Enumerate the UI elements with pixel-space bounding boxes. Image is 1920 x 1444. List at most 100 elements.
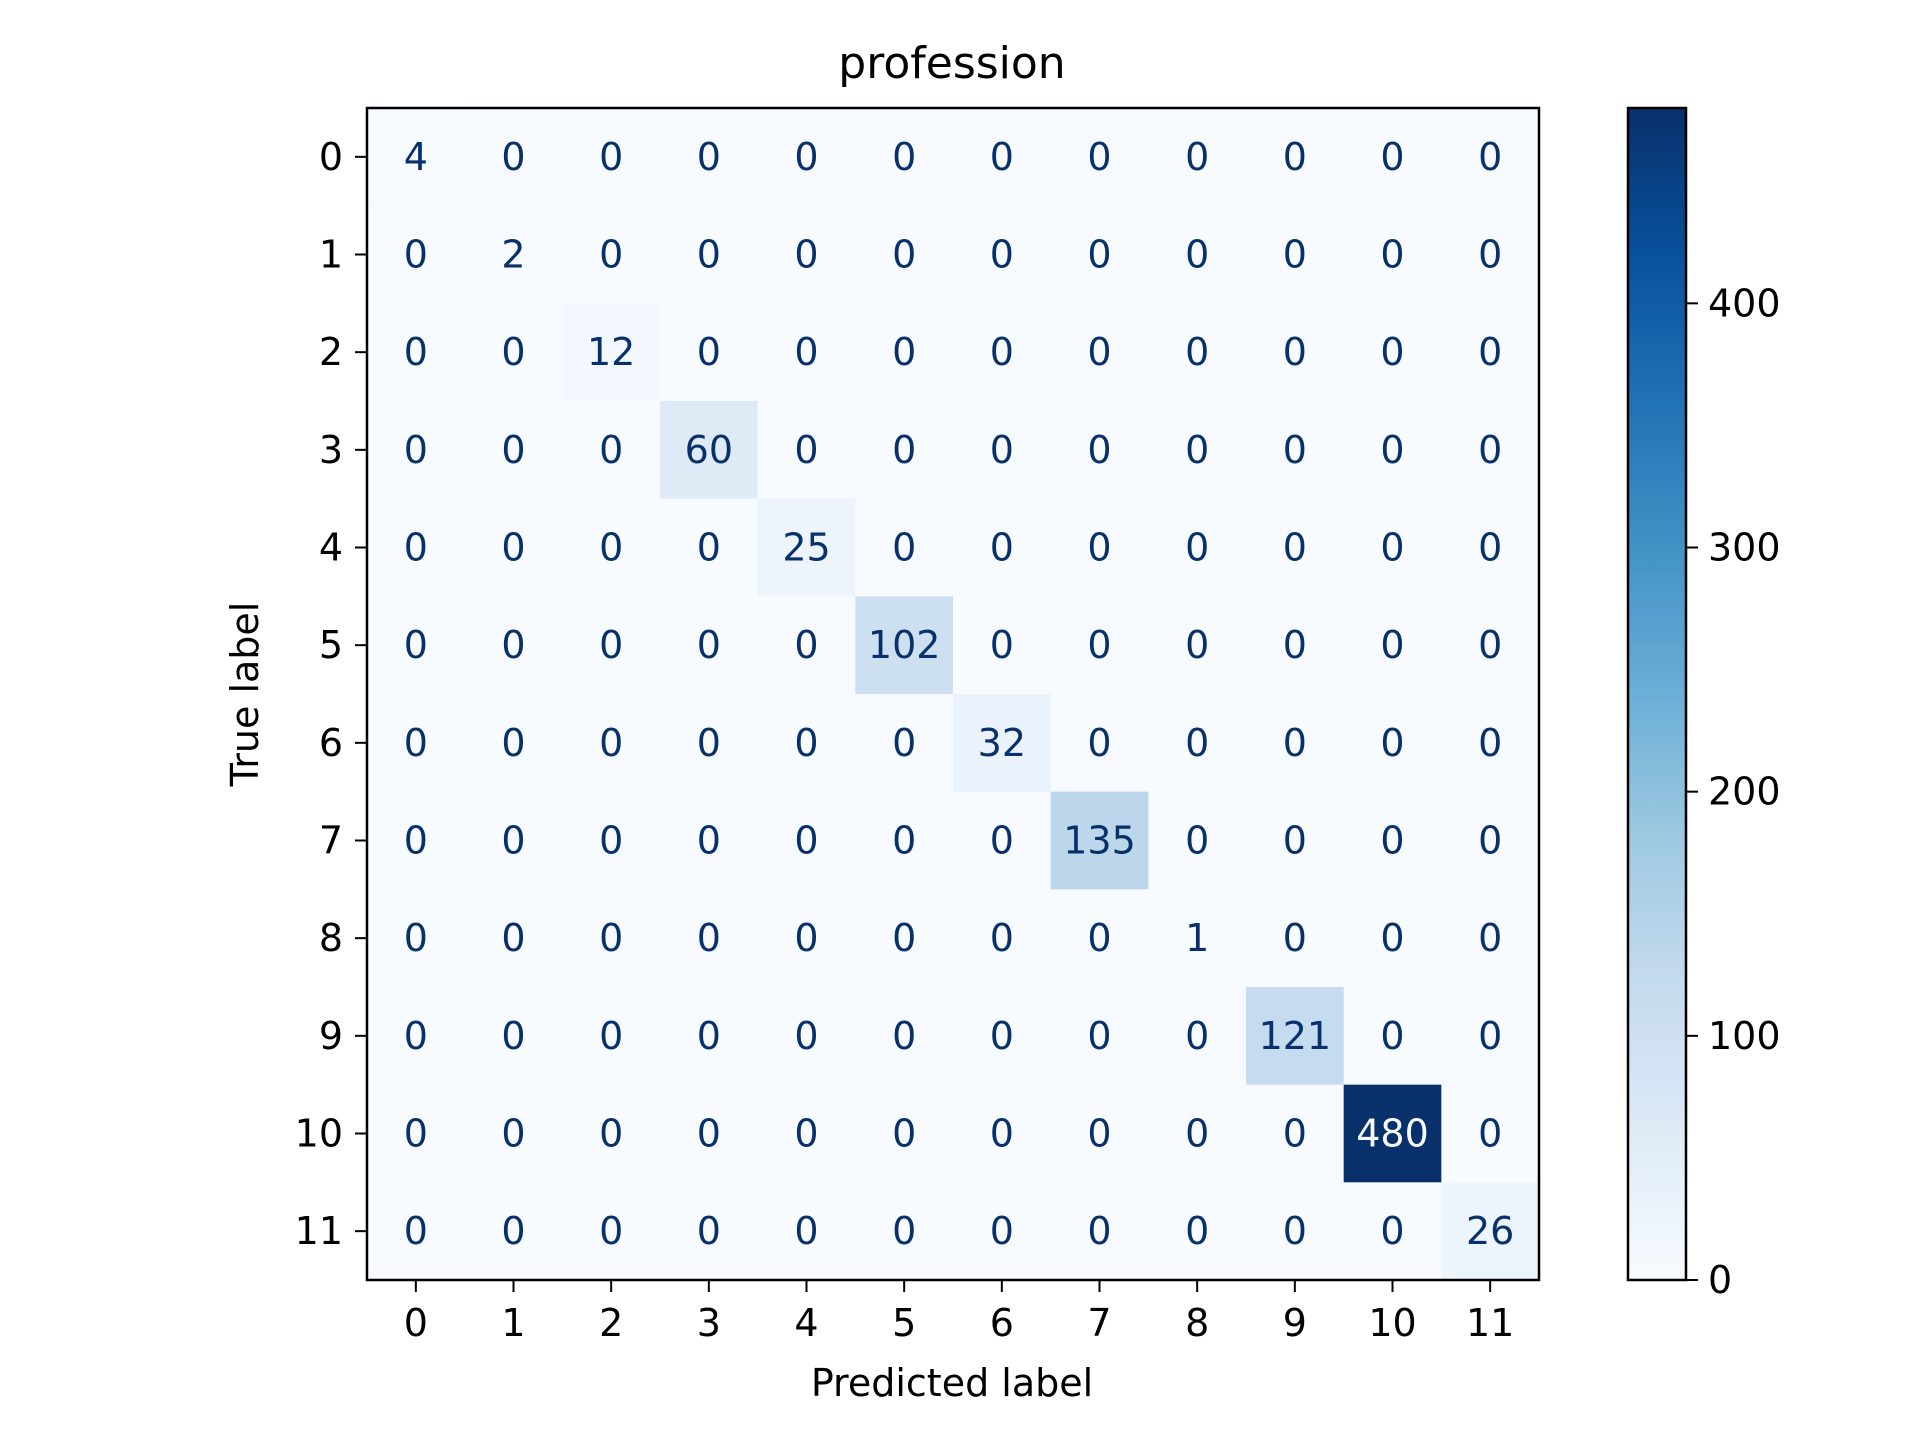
cell-value-label: 0 [892, 330, 916, 374]
y-axis-label: True label [223, 602, 267, 788]
matrix-cell [464, 401, 563, 500]
y-tick-label: 5 [319, 623, 343, 667]
matrix-cell [1050, 1182, 1149, 1281]
matrix-cell [367, 889, 466, 988]
cell-value-label: 0 [794, 1112, 818, 1156]
cell-value-label: 0 [599, 623, 623, 667]
cell-value-label: 0 [1283, 1112, 1307, 1156]
matrix-cell [1050, 1084, 1149, 1183]
plot-frame [365, 106, 1541, 1282]
cell-value-label: 0 [892, 819, 916, 863]
matrix-cell [464, 694, 563, 793]
matrix-cell [1050, 791, 1149, 890]
colorbar-tick-label: 400 [1708, 281, 1781, 325]
matrix-cell [1343, 1182, 1442, 1281]
matrix-cell [855, 596, 954, 695]
cell-value-label: 2 [501, 233, 525, 277]
x-tick-label: 0 [404, 1301, 428, 1345]
cell-value-label: 121 [1259, 1014, 1332, 1058]
matrix-cell [660, 596, 759, 695]
x-tick-label: 1 [501, 1301, 525, 1345]
cell-value-label: 0 [501, 916, 525, 960]
cell-value-label: 0 [697, 721, 721, 765]
matrix-cell [953, 205, 1052, 304]
cell-value-label: 0 [404, 623, 428, 667]
cell-value-label: 0 [1087, 1014, 1111, 1058]
matrix-cell [1148, 401, 1247, 500]
matrix-cell [855, 889, 954, 988]
cell-value-label: 0 [697, 819, 721, 863]
cell-value-label: 0 [990, 135, 1014, 179]
cell-value-label: 0 [501, 428, 525, 472]
cell-value-label: 0 [794, 721, 818, 765]
cell-value-label: 0 [1380, 1209, 1404, 1253]
cell-value-label: 0 [794, 916, 818, 960]
matrix-cell [1343, 108, 1442, 207]
cell-value-label: 0 [794, 819, 818, 863]
cell-value-label: 0 [1185, 330, 1209, 374]
cell-value-label: 60 [685, 428, 733, 472]
cell-value-label: 0 [990, 1112, 1014, 1156]
matrix-cell [562, 791, 661, 890]
matrix-cell [757, 303, 856, 402]
cell-value-label: 0 [404, 330, 428, 374]
matrix-cell [562, 1182, 661, 1281]
x-tick-label: 11 [1466, 1301, 1514, 1345]
matrix-cell [757, 694, 856, 793]
cell-value-label: 0 [1185, 135, 1209, 179]
x-tick-label: 4 [794, 1301, 818, 1345]
x-tick-label: 5 [892, 1301, 916, 1345]
cell-value-label: 0 [599, 1209, 623, 1253]
cell-value-label: 0 [794, 233, 818, 277]
cell-value-label: 0 [1478, 916, 1502, 960]
cell-value-label: 0 [599, 135, 623, 179]
cell-value-label: 0 [990, 233, 1014, 277]
matrix-cell [1246, 791, 1345, 890]
cell-value-label: 0 [990, 819, 1014, 863]
matrix-cell [562, 889, 661, 988]
matrix-cell [367, 987, 466, 1086]
cell-value-label: 0 [794, 135, 818, 179]
cell-value-label: 0 [1087, 1209, 1111, 1253]
matrix-cell [855, 205, 954, 304]
matrix-cell [855, 987, 954, 1086]
cell-value-label: 26 [1466, 1209, 1514, 1253]
matrix-cell [367, 1084, 466, 1183]
matrix-cell [464, 791, 563, 890]
cell-value-label: 0 [1087, 721, 1111, 765]
matrix-cell [1246, 1182, 1345, 1281]
matrix-cell [855, 401, 954, 500]
cell-value-label: 0 [1087, 526, 1111, 570]
colorbar-tick-label: 0 [1708, 1258, 1732, 1302]
cell-value-label: 0 [1380, 1014, 1404, 1058]
cell-value-label: 0 [1185, 623, 1209, 667]
cell-value-label: 0 [794, 1014, 818, 1058]
y-tick-label: 9 [319, 1014, 343, 1058]
cell-value-label: 0 [1185, 233, 1209, 277]
chart-title: profession [838, 38, 1065, 89]
matrix-cell [757, 498, 856, 597]
cell-value-label: 0 [1478, 1112, 1502, 1156]
matrix-cell [367, 1182, 466, 1281]
cell-value-label: 0 [404, 819, 428, 863]
matrix-cell [1148, 303, 1247, 402]
cell-value-label: 102 [868, 623, 941, 667]
matrix-cell [953, 596, 1052, 695]
matrix-cell [757, 205, 856, 304]
cell-value-label: 25 [782, 526, 830, 570]
matrix-cell [562, 108, 661, 207]
matrix-cell [1246, 303, 1345, 402]
matrix-cell [1050, 401, 1149, 500]
cell-value-label: 0 [1380, 623, 1404, 667]
matrix-cell [1441, 791, 1540, 890]
cell-value-label: 0 [1087, 623, 1111, 667]
matrix-cell [953, 401, 1052, 500]
matrix-cell [757, 596, 856, 695]
matrix-cell [757, 1182, 856, 1281]
colorbar-ticks: 0 100 200 300 400 [1686, 281, 1781, 1302]
cell-value-label: 0 [892, 1209, 916, 1253]
matrix-cell [464, 205, 563, 304]
matrix-cell [562, 694, 661, 793]
cell-value-label: 4 [404, 135, 428, 179]
